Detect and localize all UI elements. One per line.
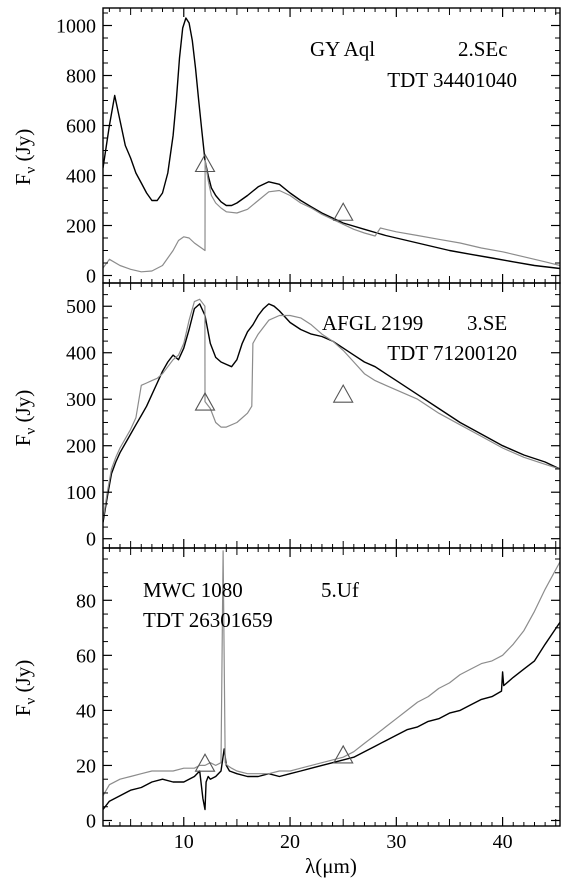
y-tick-label: 200 [66,216,96,238]
triangle-marker [194,753,216,772]
y-tick-label: 0 [86,810,96,832]
series-gray-line [103,550,560,797]
y-tick-label: 60 [76,645,96,667]
triangle-marker [332,744,354,764]
series-black-line [103,303,560,523]
panel-annotation: 3.SE [467,311,507,335]
y-tick-label: 200 [66,436,96,458]
y-tick-label: 800 [66,66,96,88]
y-tick-label: 300 [66,389,96,411]
panel-middle: 0 100 200 300 400 500 Fν (Jy) AFGL 2199 3.SE TDT … [11,282,561,551]
panel-annotation: AFGL 2199 [322,311,423,335]
triangle-marker [332,202,354,221]
y-tick-label: 20 [76,755,96,777]
y-tick-label: 100 [66,482,96,504]
x-tick-label: 30 [386,831,406,853]
panel-annotation: TDT 26301659 [143,608,273,632]
y-axis-label: Fν (Jy) [11,129,39,185]
panel-annotation: 5.Uf [321,578,359,602]
panel-annotation: TDT 71200120 [387,341,517,365]
triangle-marker [332,384,354,403]
panel-bottom: 0 20 40 60 80 10 20 30 40 Fν (Jy) MWC 1080 5.Uf TDT … [11,547,561,853]
y-tick-label: 40 [76,700,96,722]
x-tick-label: 20 [280,831,300,853]
y-tick-label: 600 [66,116,96,138]
panel-annotation: MWC 1080 [143,578,243,602]
y-tick-label: 0 [86,529,96,551]
series-gray-line [103,298,560,521]
panel-annotation: TDT 34401040 [387,68,517,92]
y-tick-label: 500 [66,296,96,318]
y-tick-label: 400 [66,343,96,365]
series-black-line [103,621,560,811]
triangle-marker [194,391,216,411]
panel-frame [102,547,561,827]
x-tick-label: 10 [174,831,194,853]
series-black-line [103,17,560,270]
panel-annotation: GY Aql [310,37,375,61]
panel-top: 0 200 400 600 800 1000 Fν (Jy) GY Aql 2.SEc TDT 3… [11,7,561,288]
series-gray-line [103,159,560,273]
y-axis-label: Fν (Jy) [11,660,39,716]
triangle-marker [194,153,216,173]
y-tick-label: 400 [66,166,96,188]
y-tick-label: 80 [76,590,96,612]
y-tick-label: 0 [86,266,96,288]
panel-annotation: 2.SEc [458,37,508,61]
y-axis-label: Fν (Jy) [11,390,39,446]
x-tick-label: 40 [493,831,513,853]
y-tick-label: 1000 [56,16,96,38]
x-axis-label: λ(μm) [305,854,357,878]
